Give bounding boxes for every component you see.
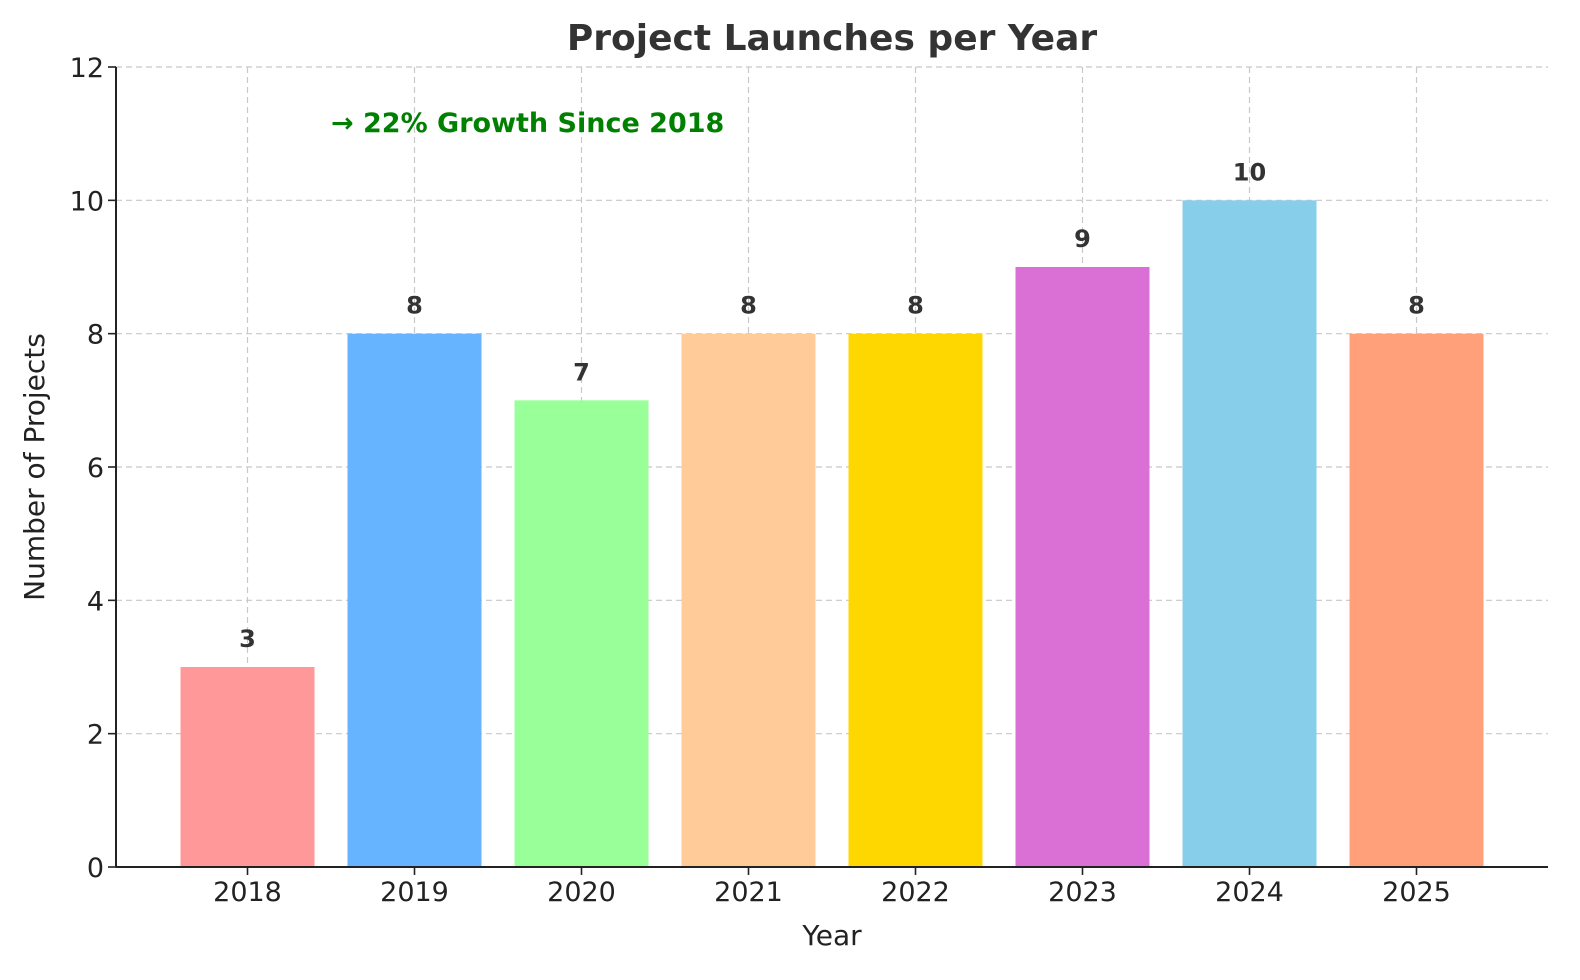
data-label-2022: 8 xyxy=(907,292,924,320)
bars xyxy=(181,200,1484,867)
x-tick-label-2019: 2019 xyxy=(380,877,449,908)
x-axis-title: Year xyxy=(801,919,862,952)
y-tick-label: 12 xyxy=(70,53,104,84)
y-tick-label: 2 xyxy=(87,720,104,751)
data-label-2019: 8 xyxy=(406,292,423,320)
bar-2024 xyxy=(1183,200,1317,867)
grid xyxy=(116,67,1548,867)
x-ticks: 2018 2019 2020 2021 2022 2023 2024 2025 xyxy=(213,867,1451,908)
data-label-2025: 8 xyxy=(1408,292,1425,320)
x-tick-label-2018: 2018 xyxy=(213,877,282,908)
bar-2022 xyxy=(849,334,983,867)
data-label-2018: 3 xyxy=(239,625,256,653)
bar-2023 xyxy=(1016,267,1150,867)
y-axis-title: Number of Projects xyxy=(18,333,51,601)
bar-2021 xyxy=(682,334,816,867)
x-tick-label-2024: 2024 xyxy=(1215,877,1284,908)
data-label-2020: 7 xyxy=(573,358,590,386)
y-ticks: 0 2 4 6 8 10 12 xyxy=(70,53,116,884)
x-tick-label-2025: 2025 xyxy=(1382,877,1451,908)
x-tick-label-2021: 2021 xyxy=(714,877,783,908)
y-tick-label: 4 xyxy=(87,586,104,617)
y-tick-label: 0 xyxy=(87,853,104,884)
data-label-2023: 9 xyxy=(1074,225,1091,253)
y-tick-label: 6 xyxy=(87,453,104,484)
bar-2020 xyxy=(515,400,649,867)
chart-title: Project Launches per Year xyxy=(567,18,1097,59)
y-tick-label: 10 xyxy=(70,186,104,217)
data-label-2021: 8 xyxy=(740,292,757,320)
x-tick-label-2022: 2022 xyxy=(881,877,950,908)
bar-2019 xyxy=(348,334,482,867)
bar-2025 xyxy=(1350,334,1484,867)
y-tick-label: 8 xyxy=(87,320,104,351)
bar-2018 xyxy=(181,667,315,867)
growth-annotation: → 22% Growth Since 2018 xyxy=(331,108,724,139)
x-tick-label-2023: 2023 xyxy=(1048,877,1117,908)
data-label-2024: 10 xyxy=(1233,158,1266,186)
x-tick-label-2020: 2020 xyxy=(547,877,616,908)
